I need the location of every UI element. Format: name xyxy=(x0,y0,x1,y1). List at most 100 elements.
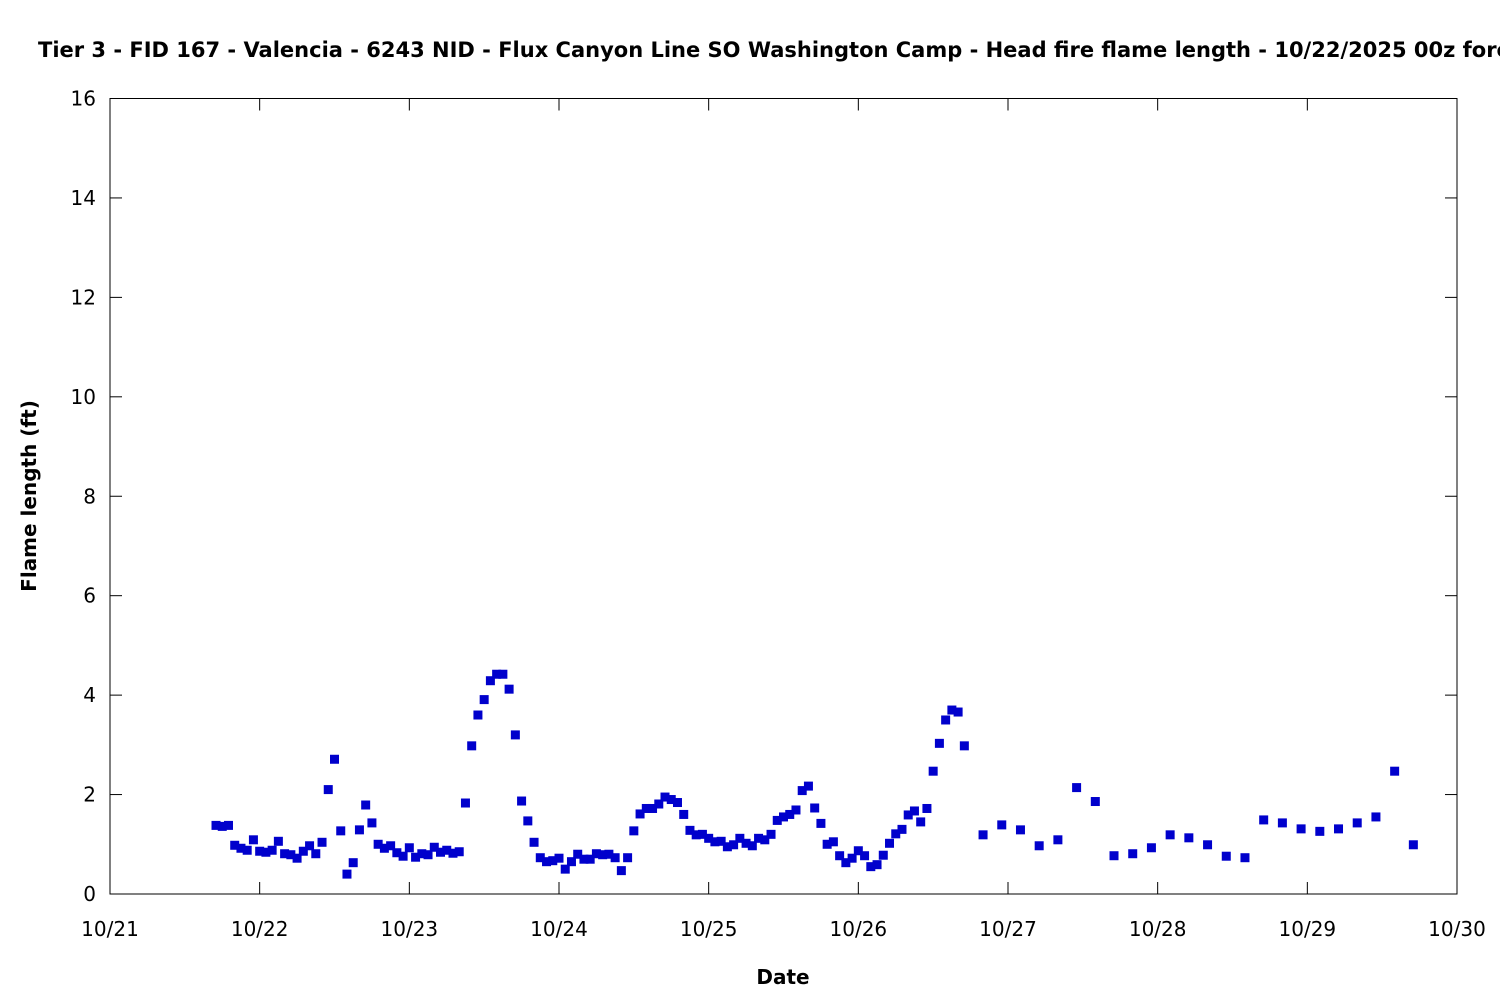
data-point xyxy=(504,684,514,694)
data-point xyxy=(716,836,726,846)
data-point xyxy=(404,843,414,853)
data-point xyxy=(1390,766,1400,776)
data-point xyxy=(523,816,533,826)
data-point xyxy=(479,695,489,705)
data-point xyxy=(442,845,452,855)
data-point xyxy=(280,849,290,859)
data-point xyxy=(317,837,327,847)
data-point xyxy=(785,809,795,819)
data-point xyxy=(267,845,277,855)
data-point xyxy=(660,792,670,802)
y-tick-label: 14 xyxy=(71,186,96,210)
data-point xyxy=(835,851,845,861)
data-point xyxy=(560,864,570,874)
data-point xyxy=(860,851,870,861)
data-point xyxy=(230,840,240,850)
data-point xyxy=(760,835,770,845)
data-point xyxy=(298,846,308,856)
data-point xyxy=(1408,840,1418,850)
data-point xyxy=(273,836,283,846)
data-point xyxy=(897,824,907,834)
data-point xyxy=(591,849,601,859)
data-point xyxy=(679,809,689,819)
data-point xyxy=(697,829,707,839)
data-point xyxy=(872,860,882,870)
data-point xyxy=(429,842,439,852)
data-point xyxy=(467,741,477,751)
data-point xyxy=(517,796,527,806)
data-point xyxy=(236,843,246,853)
data-point xyxy=(909,806,919,816)
data-point xyxy=(654,799,664,809)
data-point xyxy=(485,676,495,686)
data-point xyxy=(810,803,820,813)
y-tick-label: 16 xyxy=(71,87,96,111)
data-point xyxy=(323,785,333,795)
data-point xyxy=(336,826,346,836)
data-point xyxy=(672,798,682,808)
data-point xyxy=(286,850,296,860)
data-point xyxy=(1053,835,1063,845)
data-point xyxy=(1259,815,1269,825)
data-point xyxy=(710,837,720,847)
data-point xyxy=(691,830,701,840)
data-point xyxy=(392,848,402,858)
data-point xyxy=(492,669,502,679)
data-point xyxy=(610,853,620,863)
data-point xyxy=(1277,818,1287,828)
data-point xyxy=(1090,797,1100,807)
data-point xyxy=(579,854,589,864)
data-point xyxy=(448,848,458,858)
data-point xyxy=(1315,826,1325,836)
data-point xyxy=(255,846,265,856)
data-point xyxy=(292,853,302,863)
data-point xyxy=(635,809,645,819)
data-point xyxy=(1184,833,1194,843)
data-point xyxy=(1240,853,1250,863)
data-point xyxy=(648,803,658,813)
y-axis: 0 2 4 6 8 10 12 14 16 xyxy=(71,87,1457,906)
y-tick-label: 2 xyxy=(83,783,96,807)
data-point xyxy=(535,853,545,863)
data-point xyxy=(529,837,539,847)
y-tick-label: 10 xyxy=(71,385,96,409)
data-point xyxy=(916,817,926,827)
data-point xyxy=(754,833,764,843)
data-point xyxy=(542,857,552,867)
data-point xyxy=(704,833,714,843)
data-point xyxy=(261,847,271,857)
data-point xyxy=(997,820,1007,830)
data-point xyxy=(978,830,988,840)
data-point xyxy=(1128,849,1138,859)
data-point xyxy=(878,850,888,860)
data-point xyxy=(885,838,895,848)
data-point xyxy=(641,803,651,813)
x-tick-label: 10/26 xyxy=(830,917,888,941)
data-point xyxy=(573,849,583,859)
data-point xyxy=(816,818,826,828)
data-point xyxy=(1034,841,1044,851)
x-tick-label: 10/29 xyxy=(1279,917,1337,941)
data-point xyxy=(791,805,801,815)
data-point xyxy=(436,847,446,857)
data-point xyxy=(928,766,938,776)
y-tick-label: 8 xyxy=(83,484,96,508)
data-point xyxy=(379,843,389,853)
data-point xyxy=(1203,840,1213,850)
data-point xyxy=(248,835,258,845)
y-tick-label: 4 xyxy=(83,683,96,707)
data-point xyxy=(947,705,957,715)
data-point xyxy=(903,810,913,820)
x-tick-label: 10/21 xyxy=(81,917,139,941)
data-point xyxy=(1334,824,1344,834)
data-point xyxy=(766,829,776,839)
data-point xyxy=(354,825,364,835)
data-point xyxy=(373,839,383,849)
data-point xyxy=(423,850,433,860)
data-point xyxy=(1296,824,1306,834)
data-point xyxy=(585,854,595,864)
data-point xyxy=(598,850,608,860)
plot-area-border xyxy=(109,98,1458,895)
data-point xyxy=(741,838,751,848)
